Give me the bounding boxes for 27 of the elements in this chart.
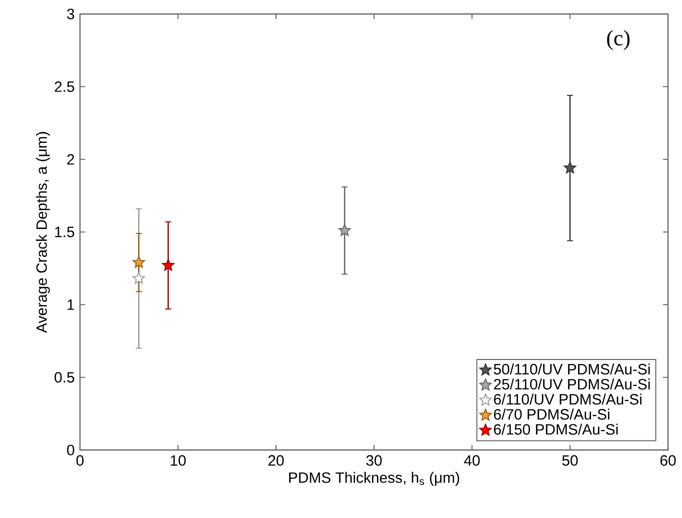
y-tick-label: 2	[67, 154, 74, 165]
point	[564, 162, 576, 174]
point	[132, 256, 146, 268]
y-tick-label: 0.5	[54, 372, 74, 383]
legend-label: 25/110/UV PDMS/Au-Si	[494, 378, 650, 390]
x-tick-label: 30	[366, 455, 382, 466]
y-tick-label: 1	[68, 300, 74, 310]
y-tick-label: 1.5	[55, 226, 74, 238]
x-tick-label: 50	[562, 455, 578, 466]
x-tick-label: 20	[268, 455, 284, 466]
point	[162, 258, 174, 271]
y-tick-label: 0	[67, 444, 74, 456]
y-tick-label: 3	[67, 8, 74, 20]
legend-label: 6/70 PDMS/Au-Si	[494, 408, 610, 420]
legend-label: 6/110/UV PDMS/Au-Si	[494, 394, 642, 405]
x-tick-label: 0	[76, 455, 84, 466]
legend-label: 6/150 PDMS/Au-Si	[494, 424, 618, 435]
legend-label: 50/110/UV PDMS/Au-Si	[494, 364, 650, 374]
point	[338, 224, 351, 236]
annotation: (c)	[607, 30, 630, 50]
x-tick-label: 60	[660, 455, 676, 466]
x-tick-label: 40	[464, 455, 480, 466]
point	[132, 272, 146, 284]
y-tick-label: 2.5	[54, 81, 74, 92]
x-tick-label: 10	[170, 455, 186, 466]
x-axis-title: PDMS Thickness, h$_{s}$ (μm)	[289, 472, 460, 486]
y-axis-title: Average Crack Depths, a (μm)	[36, 132, 50, 333]
